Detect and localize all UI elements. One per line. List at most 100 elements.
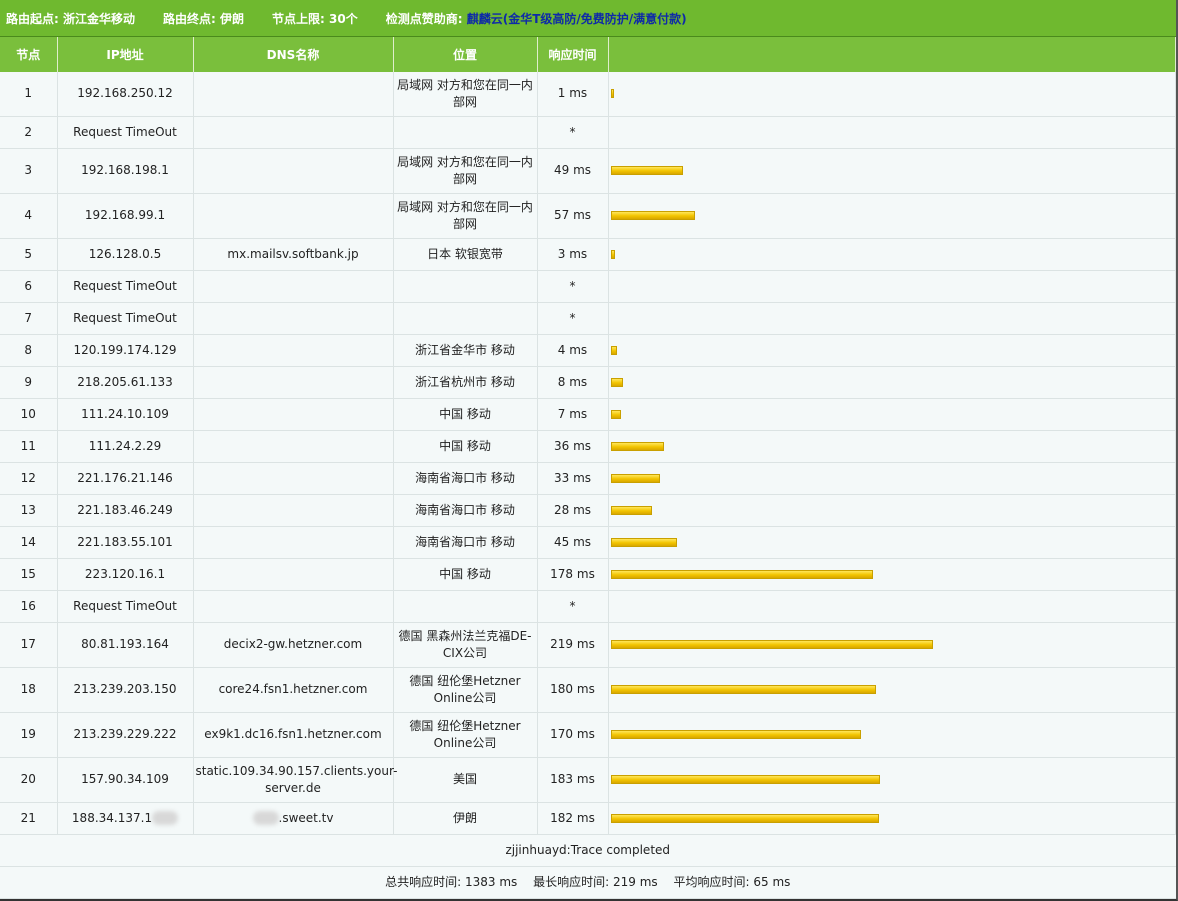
location-cell [393,116,538,149]
response-time-cell-text: 1 ms [557,86,588,101]
route-destination: 路由终点: 伊朗 [163,10,244,27]
summary-row: 总共响应时间: 1383 ms 最长响应时间: 219 ms 平均响应时间: 6… [0,866,1176,899]
location-cell: 美国 [393,757,538,803]
dns-cell [193,462,394,495]
location-cell [393,302,538,335]
ip-cell: 221.176.21.146 [57,462,194,495]
ip-cell: 80.81.193.164 [57,622,194,668]
dns-cell-text: mx.mailsv.softbank.jp [227,246,359,261]
dns-cell [193,334,394,367]
dns-cell [193,148,394,194]
response-bar-cell [608,462,1176,495]
table-header-row: 节点 IP地址 DNS名称 位置 响应时间 [0,37,1176,72]
response-bar-cell [608,526,1176,559]
response-bar-cell [608,398,1176,431]
location-cell-text: 浙江省金华市 移动 [415,342,515,357]
response-time-cell-text: 49 ms [553,163,592,177]
sponsor-link[interactable]: 麒麟云(金华T级高防/免费防护/满意付款) [467,12,687,26]
response-time-cell: 8 ms [537,366,609,399]
response-bar-cell [608,116,1176,149]
response-bar-cell [608,430,1176,463]
ip-cell: 221.183.55.101 [57,526,194,559]
node-cell: 13 [0,494,58,527]
ip-cell: 157.90.34.109 [57,757,194,803]
location-cell: 德国 纽伦堡Hetzner Online公司 [393,712,538,758]
ip-cell-text: 120.199.174.129 [73,342,177,357]
ip-cell: 213.239.229.222 [57,712,194,758]
trace-completed-text: zjjinhuayd:Trace completed [0,834,1176,867]
response-time-cell: * [537,302,609,335]
location-cell-text: 德国 纽伦堡Hetzner Online公司 [409,718,521,750]
response-time-cell-text: 8 ms [557,374,588,389]
location-cell-text: 局域网 对方和您在同一内部网 [397,154,533,186]
response-time-cell-text: * [569,124,576,139]
dns-cell: static.109.34.90.157.clients.your-server… [193,757,397,803]
response-time-cell: 45 ms [537,526,609,559]
dns-cell-text: .sweet.tv [278,810,334,825]
total-response-time: 总共响应时间: 1383 ms [385,875,517,889]
ip-cell: Request TimeOut [57,116,194,149]
node-cell-text: 15 [20,566,36,581]
node-cell-text: 2 [24,124,33,139]
ip-cell-text: 221.176.21.146 [77,470,173,485]
response-time-cell: * [537,590,609,623]
response-time-cell-text: 178 ms [550,566,595,581]
ip-cell-text: 111.24.10.109 [81,406,169,421]
response-time-bar [610,89,614,99]
location-cell-text: 浙江省杭州市 移动 [415,374,515,389]
location-cell-text: 局域网 对方和您在同一内部网 [397,77,533,109]
response-time-cell: 4 ms [537,334,609,367]
location-cell: 日本 软银宽带 [393,238,538,271]
node-cell-text: 18 [20,682,36,696]
ip-cell-text: 192.168.99.1 [84,208,166,222]
table-row: 15 223.120.16.1 中国 移动 178 ms [0,558,1176,591]
limit-value: 30个 [329,11,358,26]
redacted-blur [252,811,279,825]
table-row: 1 192.168.250.12 局域网 对方和您在同一内部网 1 ms [0,72,1176,117]
response-time-bar [610,409,621,419]
dest-value: 伊朗 [220,11,245,26]
table-row: 10 111.24.10.109 中国 移动 7 ms [0,398,1176,431]
response-bar-cell [608,270,1176,303]
response-time-cell: * [537,270,609,303]
max-value: 219 ms [612,874,658,889]
table-row: 4 192.168.99.1 局域网 对方和您在同一内部网 57 ms [0,193,1176,239]
ip-cell-text: 221.183.46.249 [77,502,173,517]
ip-cell: 218.205.61.133 [57,366,194,399]
ip-cell-text: 80.81.193.164 [81,637,169,651]
response-time-cell: 180 ms [537,667,609,713]
dns-cell-text: ex9k1.dc16.fsn1.hetzner.com [204,727,382,741]
node-cell: 21 [0,802,58,835]
node-cell-text: 11 [20,438,36,453]
location-cell-text: 德国 黑森州法兰克福DE-CIX公司 [398,628,532,660]
response-time-cell: 36 ms [537,430,609,463]
table-row: 8 120.199.174.129 浙江省金华市 移动 4 ms [0,334,1176,367]
route-info-bar: 路由起点: 浙江金华移动 路由终点: 伊朗 节点上限: 30个 检测点赞助商: … [0,0,1176,37]
location-cell [393,590,538,623]
response-time-cell-text: 33 ms [553,470,592,485]
response-time-cell: 1 ms [537,72,609,117]
dns-cell [193,193,394,239]
location-cell-text: 海南省海口市 移动 [415,502,515,517]
ip-cell-text: 213.239.203.150 [73,682,177,696]
col-header-bar [608,37,1176,72]
ip-cell: Request TimeOut [57,270,194,303]
ip-cell-text: Request TimeOut [73,598,177,613]
response-time-bar [610,537,677,547]
ip-cell-text: Request TimeOut [73,310,177,325]
response-time-cell: 219 ms [537,622,609,668]
node-cell-text: 5 [24,246,33,261]
node-cell-text: 9 [24,374,33,389]
table-row: 2 Request TimeOut * [0,116,1176,149]
response-time-cell: * [537,116,609,149]
node-cell-text: 8 [24,342,33,357]
response-bar-cell [608,302,1176,335]
table-row: 14 221.183.55.101 海南省海口市 移动 45 ms [0,526,1176,559]
table-row: 11 111.24.2.29 中国 移动 36 ms [0,430,1176,463]
dns-cell: ex9k1.dc16.fsn1.hetzner.com [193,712,394,758]
response-time-cell: 49 ms [537,148,609,194]
dns-cell-text: static.109.34.90.157.clients.your-server… [195,763,398,795]
table-row: 21 188.34.137.1 .sweet.tv 伊朗 182 ms [0,802,1176,835]
node-cell-text: 6 [24,278,33,293]
